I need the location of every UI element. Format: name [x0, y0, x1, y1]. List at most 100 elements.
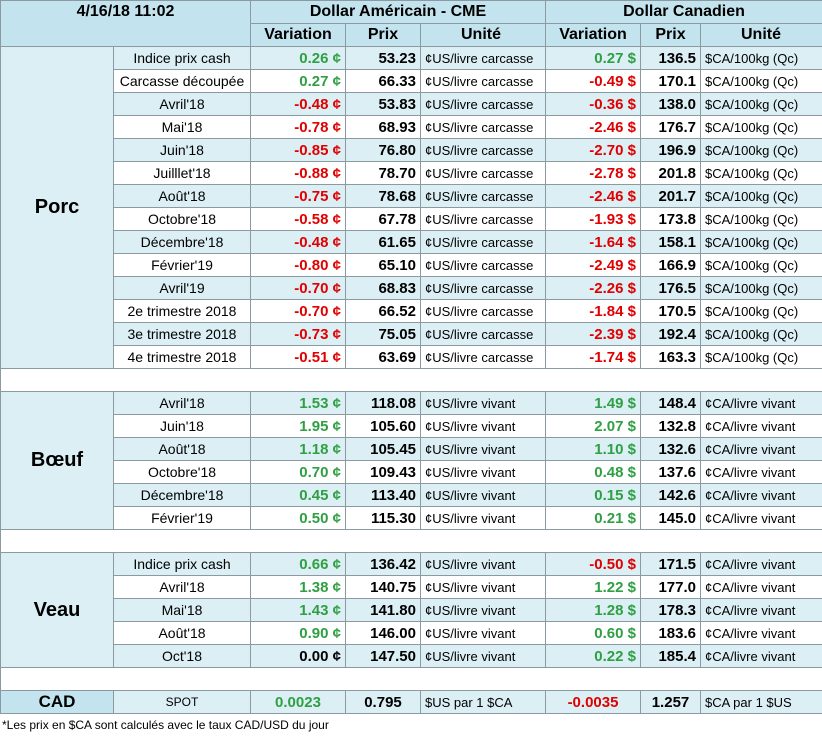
section-name: Porc — [1, 47, 114, 369]
table-row: 4e trimestre 2018-0.51 ¢63.69¢US/livre c… — [1, 346, 822, 369]
ca-unit: $CA/100kg (Qc) — [701, 93, 822, 116]
ca-price: 136.5 — [641, 47, 701, 70]
us-unit: ¢US/livre carcasse — [421, 346, 546, 369]
us-unit: ¢US/livre carcasse — [421, 323, 546, 346]
us-unit: ¢US/livre carcasse — [421, 139, 546, 162]
us-unit: ¢US/livre carcasse — [421, 47, 546, 70]
us-price: 141.80 — [346, 599, 421, 622]
us-variation: -0.73 ¢ — [251, 323, 346, 346]
ca-unit: ¢CA/livre vivant — [701, 553, 822, 576]
us-unit: ¢US/livre vivant — [421, 438, 546, 461]
row-label: Avril'18 — [114, 576, 251, 599]
section-name: Bœuf — [1, 392, 114, 530]
us-price: 118.08 — [346, 392, 421, 415]
us-price: 66.33 — [346, 70, 421, 93]
ca-price: 142.6 — [641, 484, 701, 507]
table-row: Mai'18-0.78 ¢68.93¢US/livre carcasse-2.4… — [1, 116, 822, 139]
ca-unit: $CA/100kg (Qc) — [701, 346, 822, 369]
us-price: 105.45 — [346, 438, 421, 461]
us-price: 78.68 — [346, 185, 421, 208]
row-label: 2e trimestre 2018 — [114, 300, 251, 323]
us-variation: 0.45 ¢ — [251, 484, 346, 507]
us-price: 78.70 — [346, 162, 421, 185]
us-price: 0.795 — [346, 691, 421, 714]
timestamp: 4/16/18 11:02 — [1, 1, 251, 47]
spacer-row — [1, 530, 822, 553]
ca-unit: $CA/100kg (Qc) — [701, 208, 822, 231]
ca-unit: $CA/100kg (Qc) — [701, 277, 822, 300]
ca-variation: -0.50 $ — [546, 553, 641, 576]
row-label: Juin'18 — [114, 415, 251, 438]
ca-variation: -2.70 $ — [546, 139, 641, 162]
ca-variation: -1.84 $ — [546, 300, 641, 323]
us-price: 109.43 — [346, 461, 421, 484]
ca-price: 176.7 — [641, 116, 701, 139]
column-header: Unité — [701, 24, 822, 47]
ca-price: 201.7 — [641, 185, 701, 208]
ca-price: 177.0 — [641, 576, 701, 599]
ca-unit: ¢CA/livre vivant — [701, 415, 822, 438]
ca-variation: -1.93 $ — [546, 208, 641, 231]
ca-variation: 1.28 $ — [546, 599, 641, 622]
us-unit: ¢US/livre vivant — [421, 599, 546, 622]
row-label: Indice prix cash — [114, 47, 251, 70]
us-price: 65.10 — [346, 254, 421, 277]
row-label: Avril'19 — [114, 277, 251, 300]
us-unit: ¢US/livre vivant — [421, 484, 546, 507]
row-label: Octobre'18 — [114, 461, 251, 484]
us-price: 146.00 — [346, 622, 421, 645]
us-unit: ¢US/livre vivant — [421, 553, 546, 576]
ca-price: 185.4 — [641, 645, 701, 668]
ca-price: 178.3 — [641, 599, 701, 622]
ca-price: 137.6 — [641, 461, 701, 484]
row-label: Octobre'18 — [114, 208, 251, 231]
row-label: Mai'18 — [114, 116, 251, 139]
us-price: 113.40 — [346, 484, 421, 507]
us-variation: -0.78 ¢ — [251, 116, 346, 139]
ca-price: 171.5 — [641, 553, 701, 576]
table-row: Juin'18-0.85 ¢76.80¢US/livre carcasse-2.… — [1, 139, 822, 162]
us-variation: -0.80 ¢ — [251, 254, 346, 277]
us-variation: 0.90 ¢ — [251, 622, 346, 645]
us-unit: ¢US/livre carcasse — [421, 185, 546, 208]
column-header: Prix — [641, 24, 701, 47]
ca-unit: ¢CA/livre vivant — [701, 645, 822, 668]
row-label: 4e trimestre 2018 — [114, 346, 251, 369]
us-title: Dollar Américain - CME — [251, 1, 546, 24]
us-variation: 1.43 ¢ — [251, 599, 346, 622]
row-label: Carcasse découpée — [114, 70, 251, 93]
ca-variation: 0.48 $ — [546, 461, 641, 484]
row-label: Août'18 — [114, 622, 251, 645]
us-variation: -0.48 ¢ — [251, 231, 346, 254]
us-unit: $US par 1 $CA — [421, 691, 546, 714]
us-unit: ¢US/livre carcasse — [421, 70, 546, 93]
us-unit: ¢US/livre vivant — [421, 507, 546, 530]
us-variation: -0.48 ¢ — [251, 93, 346, 116]
us-price: 140.75 — [346, 576, 421, 599]
ca-variation: 0.22 $ — [546, 645, 641, 668]
ca-price: 148.4 — [641, 392, 701, 415]
row-label: Avril'18 — [114, 93, 251, 116]
us-unit: ¢US/livre vivant — [421, 415, 546, 438]
us-price: 61.65 — [346, 231, 421, 254]
us-price: 136.42 — [346, 553, 421, 576]
table-row: Octobre'18-0.58 ¢67.78¢US/livre carcasse… — [1, 208, 822, 231]
ca-price: 196.9 — [641, 139, 701, 162]
us-variation: -0.58 ¢ — [251, 208, 346, 231]
us-variation: -0.88 ¢ — [251, 162, 346, 185]
ca-unit: $CA/100kg (Qc) — [701, 254, 822, 277]
us-unit: ¢US/livre carcasse — [421, 208, 546, 231]
ca-unit: $CA/100kg (Qc) — [701, 300, 822, 323]
ca-price: 145.0 — [641, 507, 701, 530]
section-name: Veau — [1, 553, 114, 668]
table-row: 3e trimestre 2018-0.73 ¢75.05¢US/livre c… — [1, 323, 822, 346]
us-variation: -0.70 ¢ — [251, 300, 346, 323]
us-unit: ¢US/livre vivant — [421, 645, 546, 668]
us-variation: -0.75 ¢ — [251, 185, 346, 208]
us-variation: 0.70 ¢ — [251, 461, 346, 484]
